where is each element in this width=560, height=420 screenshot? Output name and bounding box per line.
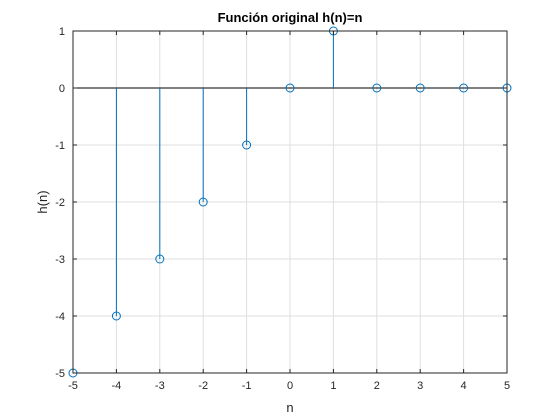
stem-marker	[415, 83, 425, 93]
stem-marker	[242, 140, 252, 150]
ticks	[72, 30, 508, 374]
x-tick-label: 4	[461, 380, 467, 392]
y-tick-label: -3	[55, 254, 65, 266]
y-tick-label: -2	[55, 197, 65, 209]
x-tick-label: -2	[198, 380, 208, 392]
x-tick-label: -5	[68, 380, 78, 392]
stem-marker	[285, 83, 295, 93]
x-tick-label: 3	[417, 380, 423, 392]
x-tick-label: -1	[242, 380, 252, 392]
stem-marker	[155, 254, 165, 264]
y-tick-label: -1	[55, 140, 65, 152]
y-tick-label: 0	[59, 83, 65, 95]
stem-marker	[372, 83, 382, 93]
x-tick-label: 1	[330, 380, 336, 392]
y-tick-label: -5	[55, 368, 65, 380]
y-tick-labels: -5 -4 -3 -2 -1 0 1	[55, 26, 65, 380]
x-tick-label: 2	[374, 380, 380, 392]
grid	[72, 30, 508, 374]
y-tick-label: 1	[59, 26, 65, 38]
stem-marker	[198, 197, 208, 207]
x-tick-labels: -5 -4 -3 -2 -1 0 1 2 3 4 5	[68, 380, 510, 392]
x-axis-label: n	[286, 400, 293, 415]
x-tick-label: -3	[155, 380, 165, 392]
x-tick-label: 5	[504, 380, 510, 392]
x-tick-label: 0	[287, 380, 293, 392]
y-axis-label: h(n)	[35, 190, 50, 213]
stem-marker	[459, 83, 469, 93]
y-tick-label: -4	[55, 311, 65, 323]
stem-series	[68, 26, 512, 378]
x-tick-label: -4	[112, 380, 122, 392]
stem-marker	[111, 311, 121, 321]
chart-title: Función original h(n)=n	[218, 10, 363, 25]
